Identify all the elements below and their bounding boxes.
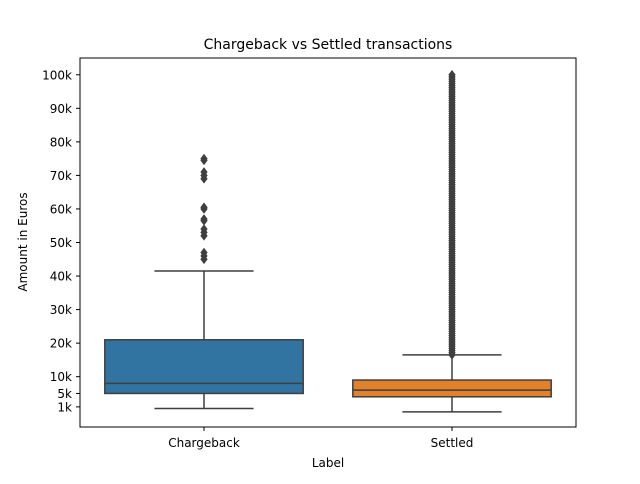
outlier-point — [200, 167, 208, 177]
y-tick-label: 40k — [50, 270, 72, 284]
outlier-point — [200, 214, 208, 224]
y-tick-label: 1k — [57, 400, 72, 414]
x-tick-label: Chargeback — [168, 436, 240, 450]
box-chargeback — [104, 339, 304, 395]
outlier-point — [200, 202, 208, 213]
y-tick-label: 50k — [50, 236, 72, 250]
y-tick-label: 20k — [50, 337, 72, 351]
y-tick-label: 5k — [57, 387, 72, 401]
y-axis-label: Amount in Euros — [16, 192, 30, 291]
plot-area — [104, 69, 552, 413]
y-tick-label: 10k — [50, 370, 72, 384]
y-tick-label: 30k — [50, 303, 72, 317]
y-tick-label: 70k — [50, 169, 72, 183]
outlier-point — [448, 69, 456, 80]
outlier-point — [200, 153, 208, 164]
chart-title: Chargeback vs Settled transactions — [204, 37, 453, 53]
y-tick-label: 100k — [42, 68, 72, 82]
x-axis-label: Label — [312, 456, 344, 470]
x-tick-label: Settled — [431, 436, 474, 450]
outlier-point — [200, 247, 208, 258]
y-tick-label: 60k — [50, 202, 72, 216]
box-settled — [352, 379, 552, 398]
y-tick-label: 90k — [50, 102, 72, 116]
y-tick-label: 80k — [50, 135, 72, 149]
outlier-point — [200, 224, 208, 234]
